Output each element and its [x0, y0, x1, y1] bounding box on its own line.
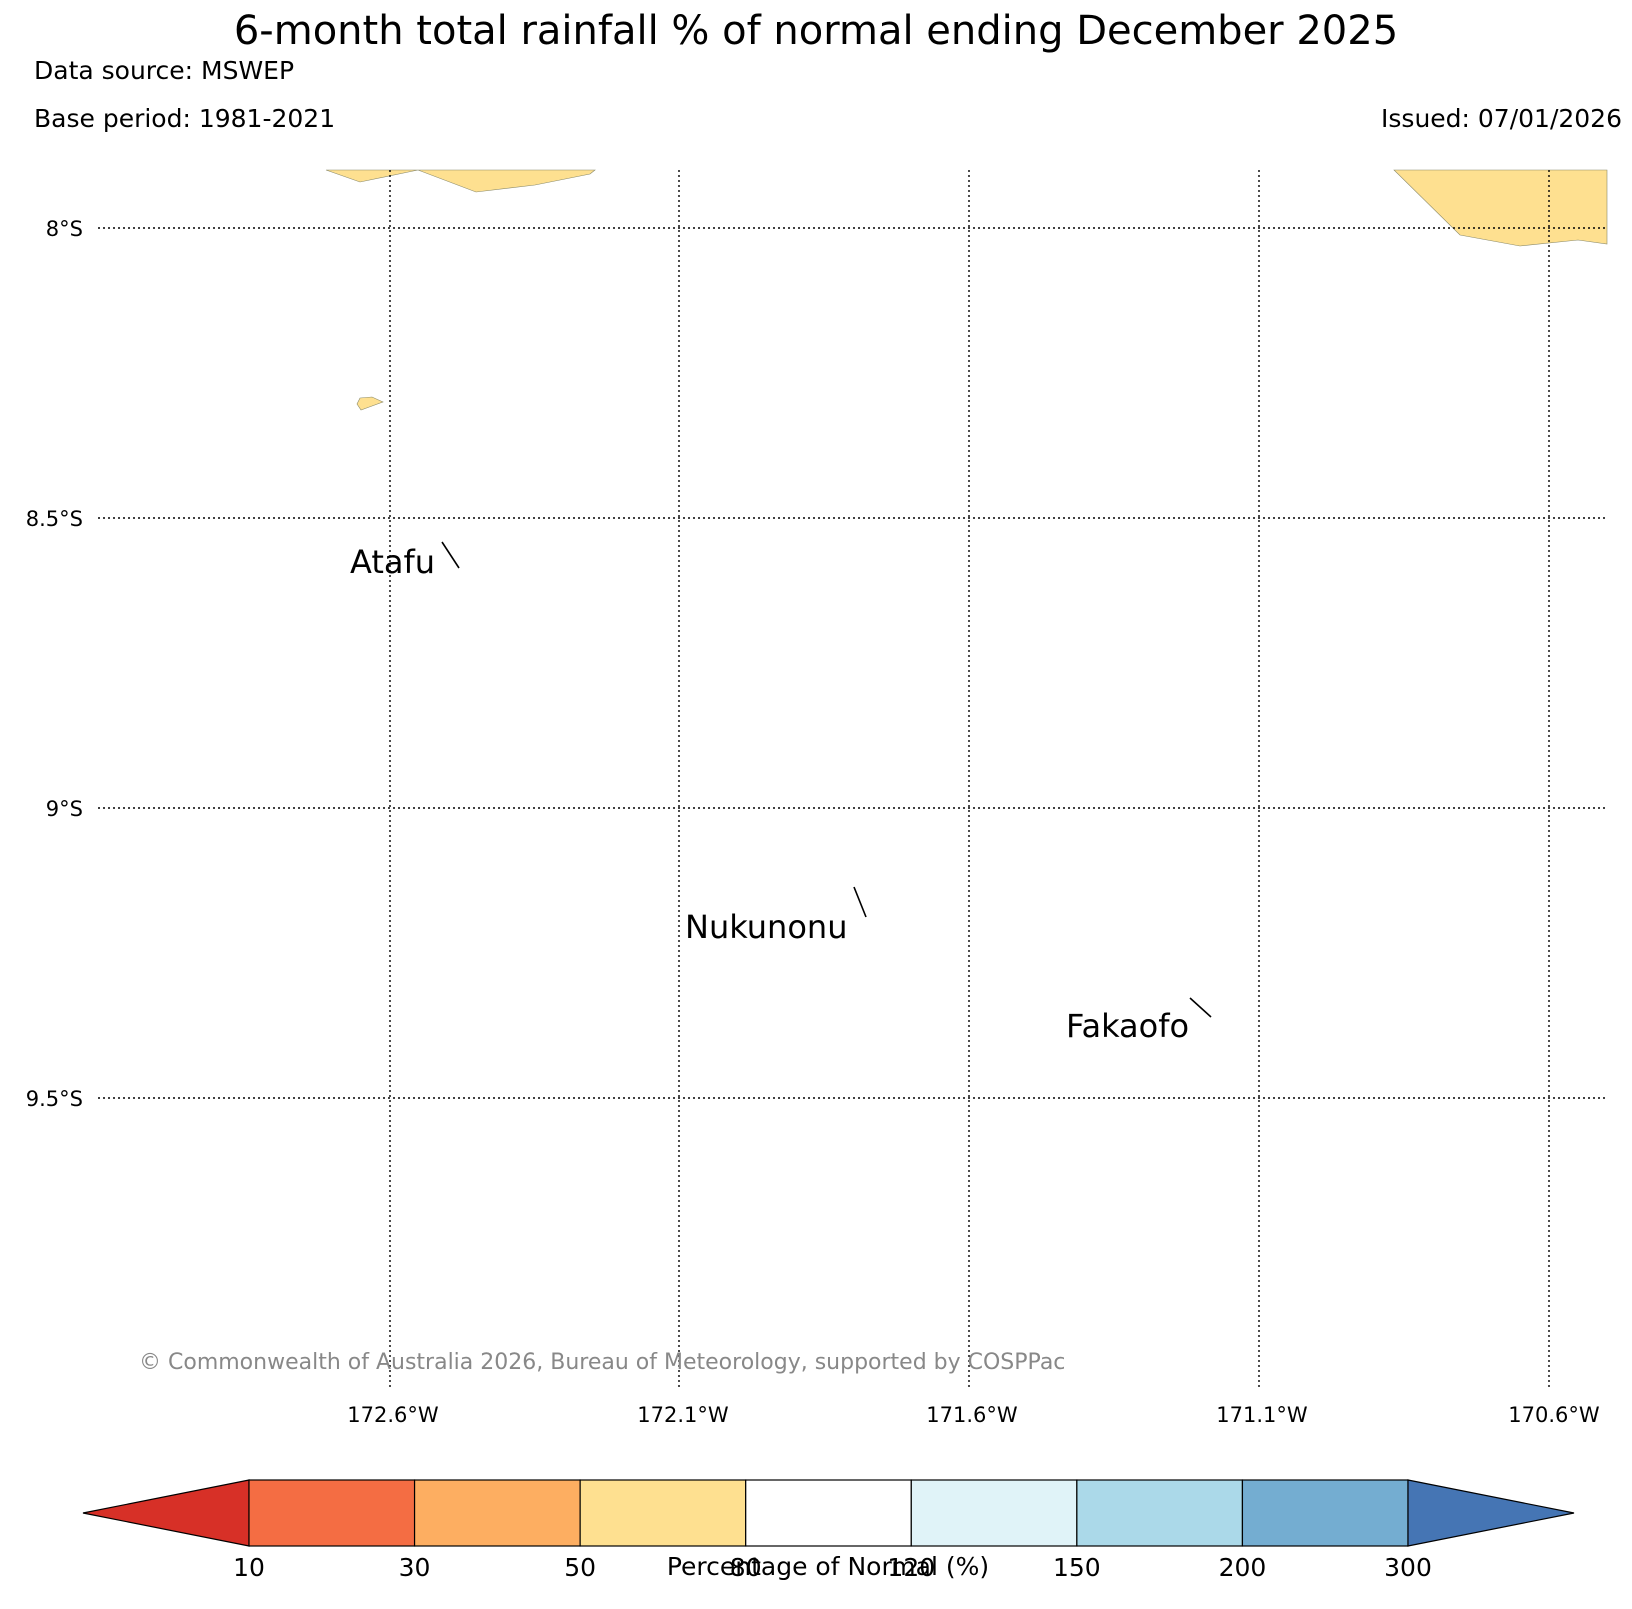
colorbar-cell [1241, 1479, 1409, 1547]
colorbar-cell [413, 1479, 581, 1547]
colorbar-cells [248, 1479, 1409, 1547]
colorbar-ticks: 10 30 50 80 120 150 200 300 [233, 1553, 1432, 1582]
lat-label-9-5s: 9.5°S [26, 1087, 83, 1111]
lat-label-8-5s: 8.5°S [26, 507, 83, 531]
lon-label-172-6w: 172.6°W [347, 1403, 439, 1427]
colorbar-over-triangle [1407, 1479, 1575, 1547]
colorbar-cell [745, 1479, 912, 1547]
lon-label-171-1w: 171.1°W [1216, 1403, 1308, 1427]
lon-label-170-6w: 170.6°W [1508, 1403, 1600, 1427]
copyright-notice: © Commonwealth of Australia 2026, Bureau… [139, 1350, 1065, 1375]
colorbar: 10 30 50 80 120 150 200 300 Percentage of Norma… [82, 1479, 1575, 1582]
fakaofo-atoll-mark [1189, 997, 1212, 1018]
colorbar-cell [248, 1479, 416, 1547]
fakaofo-label: Fakaofo [1066, 1007, 1189, 1045]
data-source-text: Data source: MSWEP [34, 56, 295, 85]
colorbar-tick-label: 300 [1384, 1553, 1432, 1582]
colorbar-tick-label: 50 [564, 1553, 596, 1582]
colorbar-tick-label: 30 [399, 1553, 431, 1582]
region-top-left [325, 169, 596, 193]
lat-label-8s: 8°S [46, 217, 83, 241]
colorbar-tick-label: 150 [1053, 1553, 1101, 1582]
colorbar-cell [579, 1479, 747, 1547]
region-top-right [1393, 169, 1608, 247]
atafu-atoll-mark [441, 541, 460, 569]
latitude-labels: 8°S 8.5°S 9°S 9.5°S [26, 217, 83, 1111]
issued-date-text: Issued: 07/01/2026 [1381, 104, 1622, 133]
nukunonu-label: Nukunonu [685, 908, 847, 946]
region-small-island [356, 396, 384, 411]
graticule [98, 170, 1607, 1388]
base-period-text: Base period: 1981-2021 [34, 104, 336, 133]
lon-label-172-1w: 172.1°W [637, 1403, 729, 1427]
colorbar-tick-label: 10 [233, 1553, 265, 1582]
shaded-regions [325, 169, 1608, 411]
nukunonu-atoll-mark [853, 886, 867, 918]
colorbar-tick-label: 120 [887, 1553, 935, 1582]
atolls: Atafu Nukunonu Fakaofo [350, 541, 1212, 1045]
colorbar-cell [910, 1479, 1078, 1547]
lon-label-171-6w: 171.6°W [926, 1403, 1018, 1427]
colorbar-label: Percentage of Normal (%) [667, 1552, 989, 1581]
map-title: 6-month total rainfall % of normal endin… [233, 8, 1399, 54]
lat-label-9s: 9°S [46, 797, 83, 821]
colorbar-tick-label: 80 [730, 1553, 762, 1582]
colorbar-under-triangle [82, 1479, 250, 1547]
colorbar-cell [1076, 1479, 1244, 1547]
colorbar-tick-label: 200 [1219, 1553, 1267, 1582]
longitude-labels: 172.6°W 172.1°W 171.6°W 171.1°W 170.6°W [347, 1403, 1600, 1427]
atafu-label: Atafu [350, 543, 435, 581]
